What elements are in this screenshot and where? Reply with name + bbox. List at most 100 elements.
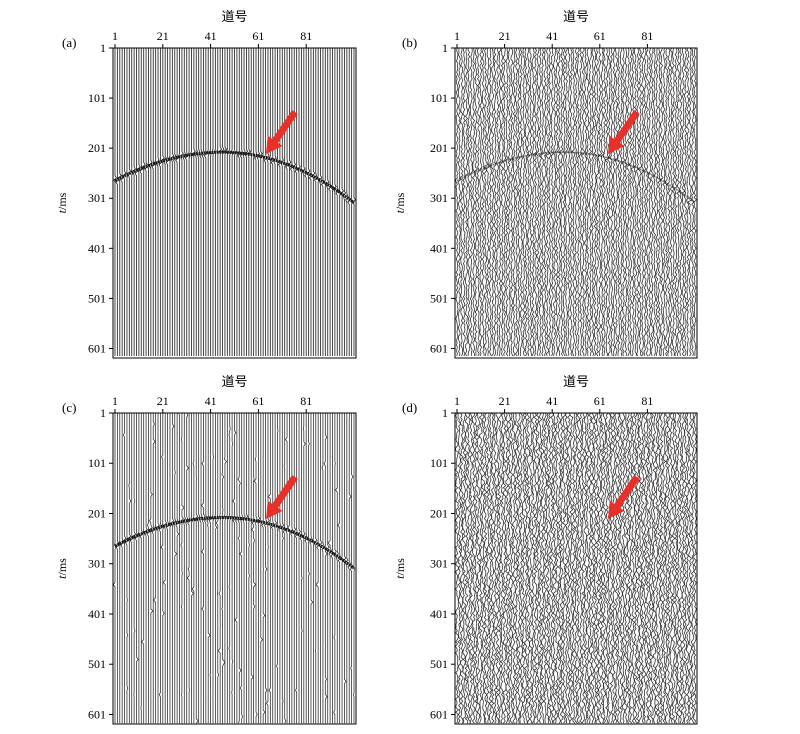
trace	[600, 47, 606, 357]
trace	[687, 47, 693, 357]
trace	[185, 412, 190, 724]
trace	[172, 413, 178, 724]
trace	[309, 413, 314, 724]
trace	[158, 48, 163, 356]
trace	[514, 47, 519, 357]
trace	[292, 48, 297, 356]
y-tick-label: 101	[430, 91, 448, 105]
trace	[353, 413, 356, 724]
plot-frame	[112, 412, 357, 725]
y-axis-title: t/ms	[393, 192, 407, 213]
trace	[531, 412, 536, 724]
panel-c: 1 21 41 61 81 道号 1 101 201 301 401 501 601 t/ms (c)	[55, 374, 357, 725]
trace	[282, 413, 287, 724]
trace	[264, 413, 268, 724]
trace	[652, 412, 657, 724]
trace	[151, 413, 156, 724]
trace	[686, 47, 690, 357]
trace	[547, 412, 552, 724]
trace	[580, 47, 586, 357]
trace	[215, 413, 219, 724]
trace	[232, 413, 237, 724]
trace	[268, 48, 272, 356]
x-tick-label: 61	[252, 29, 264, 43]
trace	[612, 412, 617, 724]
trace	[211, 48, 214, 356]
trace	[261, 413, 266, 724]
trace	[533, 412, 538, 724]
trace	[499, 47, 504, 357]
trace	[469, 47, 474, 357]
trace	[129, 413, 134, 724]
trace	[118, 413, 121, 724]
trace	[151, 48, 155, 356]
trace	[688, 412, 693, 724]
trace	[678, 47, 683, 357]
y-axis-title: t/ms	[55, 192, 69, 213]
trace	[685, 412, 690, 724]
trace	[304, 413, 309, 724]
trace	[633, 47, 637, 357]
trace	[505, 47, 510, 357]
x-tick-label: 41	[205, 29, 217, 43]
trace	[626, 412, 631, 724]
trace	[659, 412, 664, 724]
trace	[557, 412, 562, 724]
trace	[457, 412, 462, 724]
y-axis-title-var: t	[393, 209, 407, 213]
trace	[554, 412, 560, 724]
y-axis-title-unit: /ms	[393, 558, 407, 576]
trace	[479, 47, 483, 357]
trace	[149, 413, 154, 724]
trace	[604, 47, 610, 357]
trace	[300, 48, 303, 356]
trace	[523, 412, 529, 724]
trace	[602, 412, 607, 724]
arrow-shaft	[270, 475, 298, 511]
trace	[556, 47, 561, 357]
trace	[630, 47, 635, 357]
x-tick-label: 1	[112, 29, 118, 43]
trace	[493, 47, 497, 357]
trace	[323, 413, 328, 724]
arrow-annotation	[266, 110, 298, 154]
trace	[194, 48, 199, 356]
trace	[126, 48, 129, 356]
y-tick-label: 1	[442, 406, 448, 420]
trace	[462, 47, 466, 357]
trace	[196, 413, 201, 724]
y-tick-label: 1	[442, 41, 448, 55]
panel-label: (a)	[62, 35, 76, 50]
panel-d: 1 21 41 61 81 道号 1 101 201 301 401 501 601 t/ms (d)	[393, 374, 698, 725]
trace	[676, 412, 681, 724]
trace	[643, 47, 647, 357]
trace	[585, 47, 590, 357]
trace	[544, 47, 551, 357]
trace	[566, 412, 571, 724]
trace	[285, 48, 289, 356]
trace	[517, 47, 521, 357]
trace	[621, 47, 626, 357]
panel-label: (c)	[62, 400, 76, 415]
trace	[137, 48, 141, 356]
trace	[276, 413, 279, 724]
trace	[474, 412, 478, 724]
trace	[469, 412, 474, 724]
trace	[340, 48, 345, 356]
x-axis-title: 道号	[563, 9, 589, 24]
trace	[593, 47, 598, 357]
trace	[462, 412, 467, 724]
trace	[483, 412, 488, 724]
x-tick-label: 81	[641, 394, 653, 408]
trace	[254, 48, 258, 356]
trace	[602, 47, 607, 357]
trace	[671, 412, 676, 724]
x-axis-title: 道号	[563, 374, 589, 389]
trace	[289, 48, 294, 356]
trace	[457, 47, 461, 357]
trace	[692, 412, 697, 724]
trace	[178, 412, 181, 724]
trace	[214, 413, 218, 724]
trace	[180, 413, 185, 724]
